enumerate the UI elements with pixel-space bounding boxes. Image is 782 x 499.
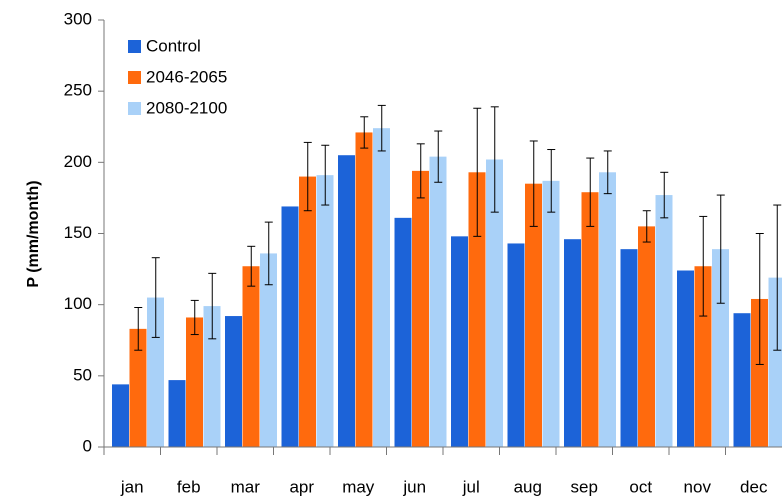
bar [507,243,525,447]
legend-swatch [128,71,141,84]
x-tick-label: nov [684,477,712,496]
bar [581,192,599,447]
bar [355,132,373,447]
error-bar [434,130,443,183]
error-bar [208,272,217,340]
bar [638,226,655,447]
error-bar [716,194,725,304]
bar [751,298,768,447]
x-tick-label: aug [514,477,542,496]
error-bar [473,107,482,237]
error-bar [603,150,612,195]
bar [677,270,694,447]
bar [168,380,186,447]
error-bar [755,233,764,365]
x-tick-label: apr [289,477,314,496]
bar [147,297,164,447]
x-tick-label: may [342,477,375,496]
y-axis-label: P (mm/month) [25,180,42,287]
y-tick-label: 300 [64,9,92,28]
y-tick-label: 50 [73,365,92,384]
legend-label: Control [146,36,201,55]
x-tick-label: jul [462,477,480,496]
bar [468,172,486,447]
error-bar [360,116,369,149]
legend-label: 2046-2065 [146,67,227,86]
x-tick-label: dec [740,477,768,496]
y-tick-label: 150 [64,223,92,242]
legend-label: 2080-2100 [146,98,227,117]
bar [338,155,355,447]
y-tick-label: 0 [83,436,92,455]
error-bar [586,157,595,227]
x-tick-label: jan [120,477,144,496]
error-bar [134,307,143,351]
bar [486,159,503,447]
bar [542,180,560,447]
bar [316,175,334,448]
bar [112,384,129,447]
x-tick-label: jun [402,477,426,496]
error-bar [660,171,669,219]
error-bar [547,149,556,213]
error-bar [416,143,425,199]
legend-swatch [128,102,141,115]
bar [242,266,260,447]
error-bar [190,299,199,336]
bar [394,217,412,447]
bar [412,170,429,447]
error-bar [247,245,256,287]
bar [694,266,712,447]
y-tick-label: 200 [64,152,92,171]
error-bar [642,210,651,243]
error-bar [529,140,538,227]
error-bar [303,141,312,212]
bar [186,317,203,447]
y-tick-label: 250 [64,81,92,100]
bar [525,183,542,447]
bar [564,239,581,447]
bar [768,277,782,447]
bar [373,128,390,447]
bar [620,249,638,447]
error-bar [151,257,160,338]
error-bar [699,215,708,317]
bar [733,313,751,447]
error-bar [321,144,330,206]
y-tick-label: 100 [64,294,92,313]
bar [260,253,277,447]
bar [203,306,221,447]
legend-swatch [128,40,141,53]
error-bar [773,204,782,351]
x-tick-label: sep [571,477,598,496]
bar [712,249,729,447]
x-tick-label: feb [177,477,201,496]
bar [129,328,147,447]
x-tick-label: mar [231,477,261,496]
error-bar [377,104,386,152]
bar [451,236,468,447]
bar [225,316,242,447]
bar [299,176,316,448]
error-bar [490,106,499,213]
bar [599,172,616,447]
x-tick-label: oct [629,477,652,496]
bar [281,206,299,447]
bar [429,156,447,447]
bar [655,195,673,447]
error-bar [264,221,273,286]
